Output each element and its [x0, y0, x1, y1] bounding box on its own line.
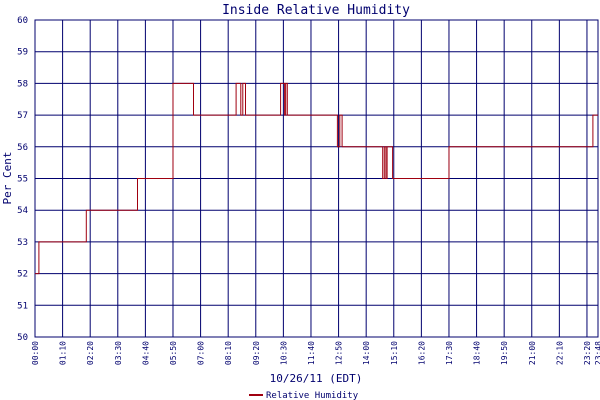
plot-frame	[34, 19, 599, 338]
x-tick-label: 00:00	[31, 341, 40, 365]
x-tick-label: 23:48	[594, 341, 600, 365]
x-tick-label: 22:10	[555, 341, 564, 365]
x-tick-label: 16:20	[417, 341, 426, 365]
x-tick-label: 08:10	[224, 341, 233, 365]
x-tick-label: 17:30	[445, 341, 454, 365]
x-axis-ticks: 00:00 01:10 02:20 03:30 04:40 05:50 07:00 08:10…	[31, 341, 600, 365]
x-tick-label: 02:20	[86, 341, 95, 365]
y-tick-label: 58	[17, 79, 28, 89]
x-tick-label: 21:00	[528, 341, 537, 365]
y-tick-label: 52	[17, 270, 28, 280]
x-tick-label: 05:50	[169, 341, 178, 365]
chart-title: Inside Relative Humidity	[222, 3, 410, 18]
legend-label: Relative Humidity	[266, 391, 359, 400]
x-tick-label: 15:10	[390, 341, 399, 365]
x-tick-label: 04:40	[141, 341, 150, 365]
x-tick-label: 10:30	[279, 341, 288, 365]
y-tick-label: 51	[17, 301, 28, 311]
x-tick-label: 11:40	[307, 341, 316, 365]
x-tick-label: 23:20	[583, 341, 592, 365]
y-tick-label: 50	[17, 333, 28, 343]
x-tick-label: 09:20	[252, 341, 261, 365]
x-tick-label: 14:00	[362, 341, 371, 365]
y-tick-label: 53	[17, 238, 28, 248]
series-relative-humidity-line	[35, 82, 598, 275]
y-tick-label: 60	[17, 16, 28, 26]
y-axis-ticks: 50 51 52 53 54 55 56 57 58 59 60	[17, 16, 28, 343]
x-tick-label: 07:00	[197, 341, 206, 365]
x-tick-label: 18:40	[473, 341, 482, 365]
x-tick-label: 03:30	[114, 341, 123, 365]
x-tick-label: 19:50	[500, 341, 509, 365]
y-axis-label: Per Cent	[1, 152, 14, 205]
y-tick-label: 55	[17, 175, 28, 185]
y-tick-label: 57	[17, 111, 28, 121]
y-tick-label: 54	[17, 206, 28, 216]
y-tick-label: 56	[17, 143, 28, 153]
x-tick-label: 01:10	[59, 341, 68, 365]
x-axis-label: 10/26/11 (EDT)	[270, 372, 363, 385]
grid	[34, 19, 599, 338]
x-tick-label: 12:50	[335, 341, 344, 365]
y-tick-label: 59	[17, 48, 28, 58]
legend: Relative Humidity	[249, 391, 359, 400]
